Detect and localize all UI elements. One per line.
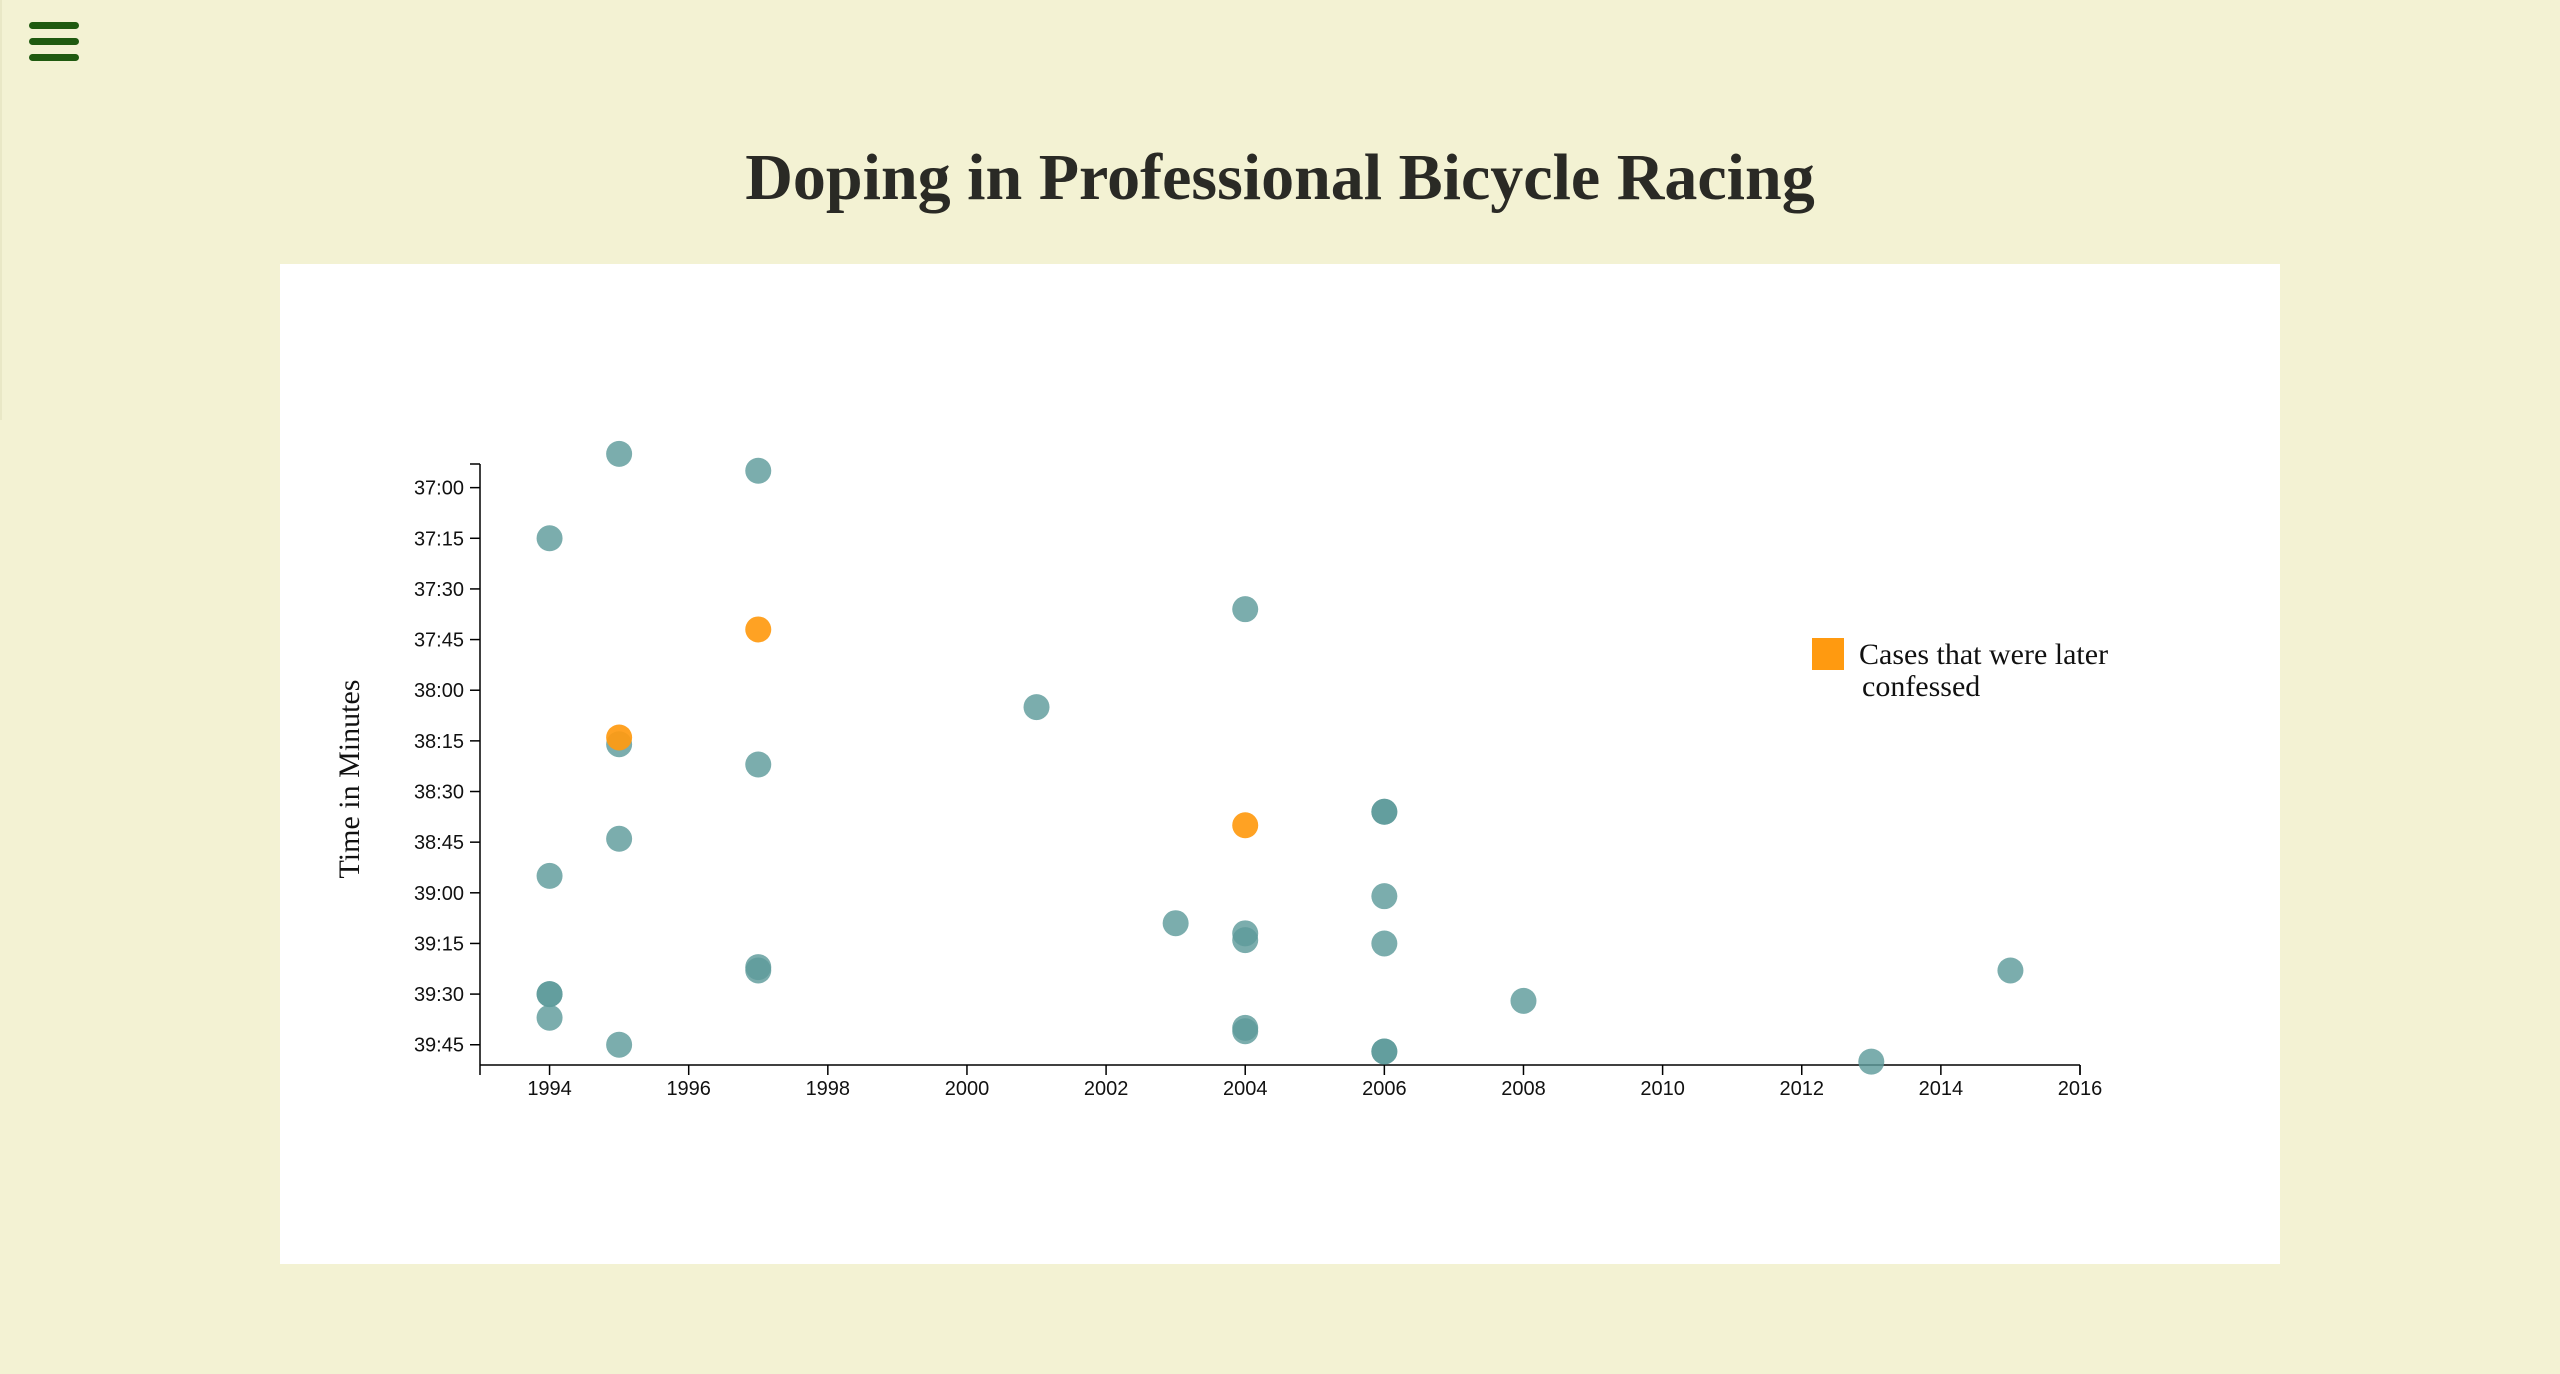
x-tick-label: 2002: [1084, 1078, 1129, 1100]
x-tick-label: 2010: [1640, 1078, 1685, 1100]
menu-bar: [29, 38, 79, 45]
data-point: [1162, 910, 1189, 937]
data-point: [1858, 1048, 1885, 1075]
x-tick-label: 2012: [1779, 1078, 1824, 1100]
page-edge-divider: [0, 0, 2, 420]
x-tick-label: 2014: [1919, 1078, 1964, 1100]
data-point-confessed: [606, 724, 633, 751]
data-point: [1997, 957, 2024, 984]
x-tick-label: 2000: [945, 1078, 990, 1100]
data-point-confessed: [1232, 812, 1259, 839]
legend-label: Cases that were later confessed: [1859, 638, 2108, 703]
page-title: Doping in Professional Bicycle Racing: [745, 141, 1815, 214]
scatter-chart: 37:00 37:15 37:30 37:45 38:00 38:15 38:30 38:45…: [333, 440, 2108, 1100]
data-point: [745, 957, 772, 984]
hamburger-menu-icon[interactable]: [26, 18, 82, 68]
y-tick-label: 38:45: [414, 832, 464, 854]
data-point: [1371, 930, 1398, 957]
data-point: [1371, 1038, 1398, 1065]
x-tick-label: 2016: [2058, 1078, 2103, 1100]
data-point: [1232, 1018, 1259, 1045]
y-tick-label: 37:30: [414, 579, 464, 601]
y-axis-title: Time in Minutes: [333, 680, 366, 879]
y-tick-label: 38:15: [414, 731, 464, 753]
data-point: [536, 525, 563, 552]
y-tick-label: 37:15: [414, 528, 464, 550]
x-tick-label: 1998: [806, 1078, 851, 1100]
data-point: [1232, 596, 1259, 623]
data-point: [1023, 694, 1050, 721]
data-point: [745, 751, 772, 778]
data-point: [606, 825, 633, 852]
data-point: [606, 440, 633, 467]
y-tick-label: 37:00: [414, 478, 464, 500]
x-tick-label: 2006: [1362, 1078, 1407, 1100]
data-point: [1232, 927, 1259, 954]
chart-panel: 37:00 37:15 37:30 37:45 38:00 38:15 38:30 38:45…: [280, 264, 2280, 1264]
data-point: [1510, 987, 1537, 1014]
data-point: [1371, 798, 1398, 825]
data-point: [536, 981, 563, 1008]
data-point: [606, 1031, 633, 1058]
y-tick-label: 39:00: [414, 883, 464, 905]
data-point: [745, 457, 772, 484]
x-tick-label: 1996: [666, 1078, 711, 1100]
data-point: [536, 1004, 563, 1031]
x-tick-label: 1994: [527, 1078, 572, 1100]
x-tick-label: 2008: [1501, 1078, 1546, 1100]
x-tick-label: 2004: [1223, 1078, 1268, 1100]
y-tick-label: 39:15: [414, 933, 464, 955]
y-tick-label: 38:00: [414, 680, 464, 702]
data-point: [1371, 883, 1398, 910]
y-tick-label: 39:45: [414, 1035, 464, 1057]
y-tick-label: 38:30: [414, 782, 464, 804]
data-point-confessed: [745, 616, 772, 643]
y-tick-label: 37:45: [414, 630, 464, 652]
data-point: [536, 862, 563, 889]
y-tick-label: 39:30: [414, 984, 464, 1006]
menu-bar: [29, 22, 79, 29]
legend-swatch: [1812, 638, 1844, 670]
menu-bar: [29, 54, 79, 61]
